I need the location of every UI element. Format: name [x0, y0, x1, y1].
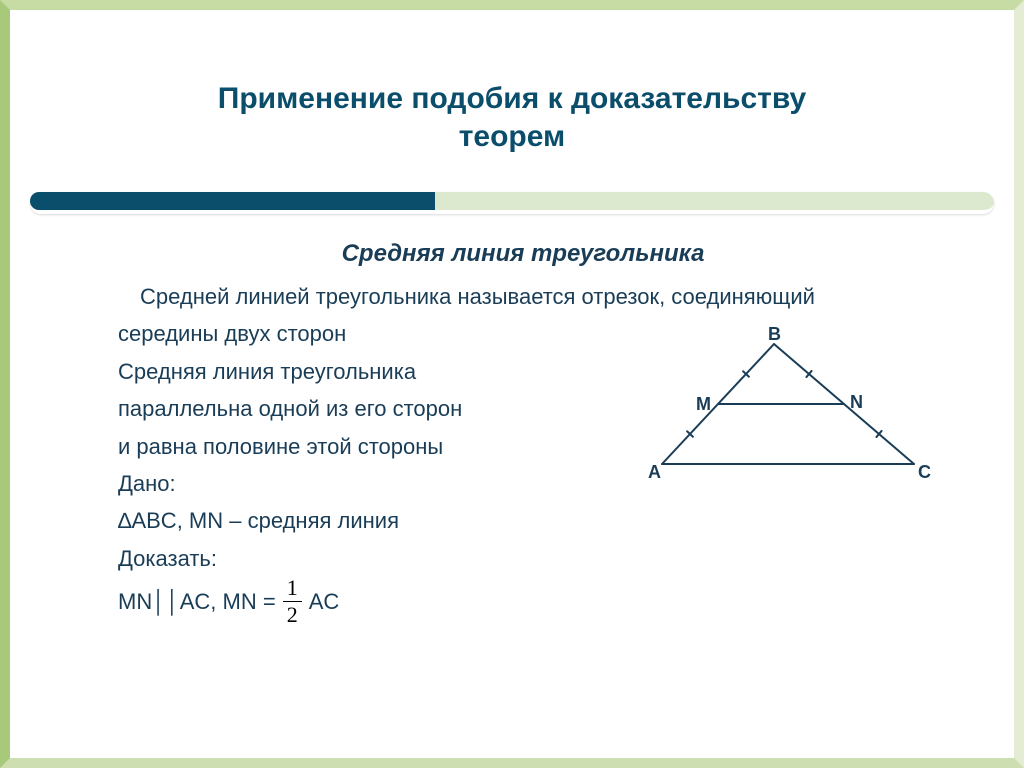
triangle-diagram: A B C M N	[646, 336, 926, 476]
formula-line: MN││AC, MN = 1 2 AC	[118, 577, 928, 626]
label-A: A	[648, 462, 661, 483]
prove-label: Доказать:	[118, 540, 928, 577]
divider-fill	[30, 192, 435, 210]
title-line2: теорем	[459, 120, 566, 153]
definition-line1: Средней линией треугольника называется о…	[118, 278, 928, 315]
label-B: B	[768, 324, 781, 345]
label-N: N	[850, 392, 863, 413]
fraction-denominator: 2	[283, 602, 302, 626]
title-line1: Применение подобия к доказательству	[218, 82, 806, 115]
fraction-one-half: 1 2	[283, 577, 302, 626]
label-M: M	[696, 394, 711, 415]
label-C: C	[918, 462, 931, 483]
page-title-block: Применение подобия к доказательству теор…	[0, 80, 1024, 155]
subtitle: Средняя линия треугольника	[118, 240, 928, 268]
triangle-svg	[646, 336, 926, 476]
divider-bar	[30, 192, 994, 214]
formula-suffix: AC	[309, 583, 340, 620]
given-text: ∆ABC, MN – средняя линия	[118, 502, 928, 539]
formula-prefix: MN││AC, MN =	[118, 583, 276, 620]
fraction-numerator: 1	[283, 577, 302, 602]
